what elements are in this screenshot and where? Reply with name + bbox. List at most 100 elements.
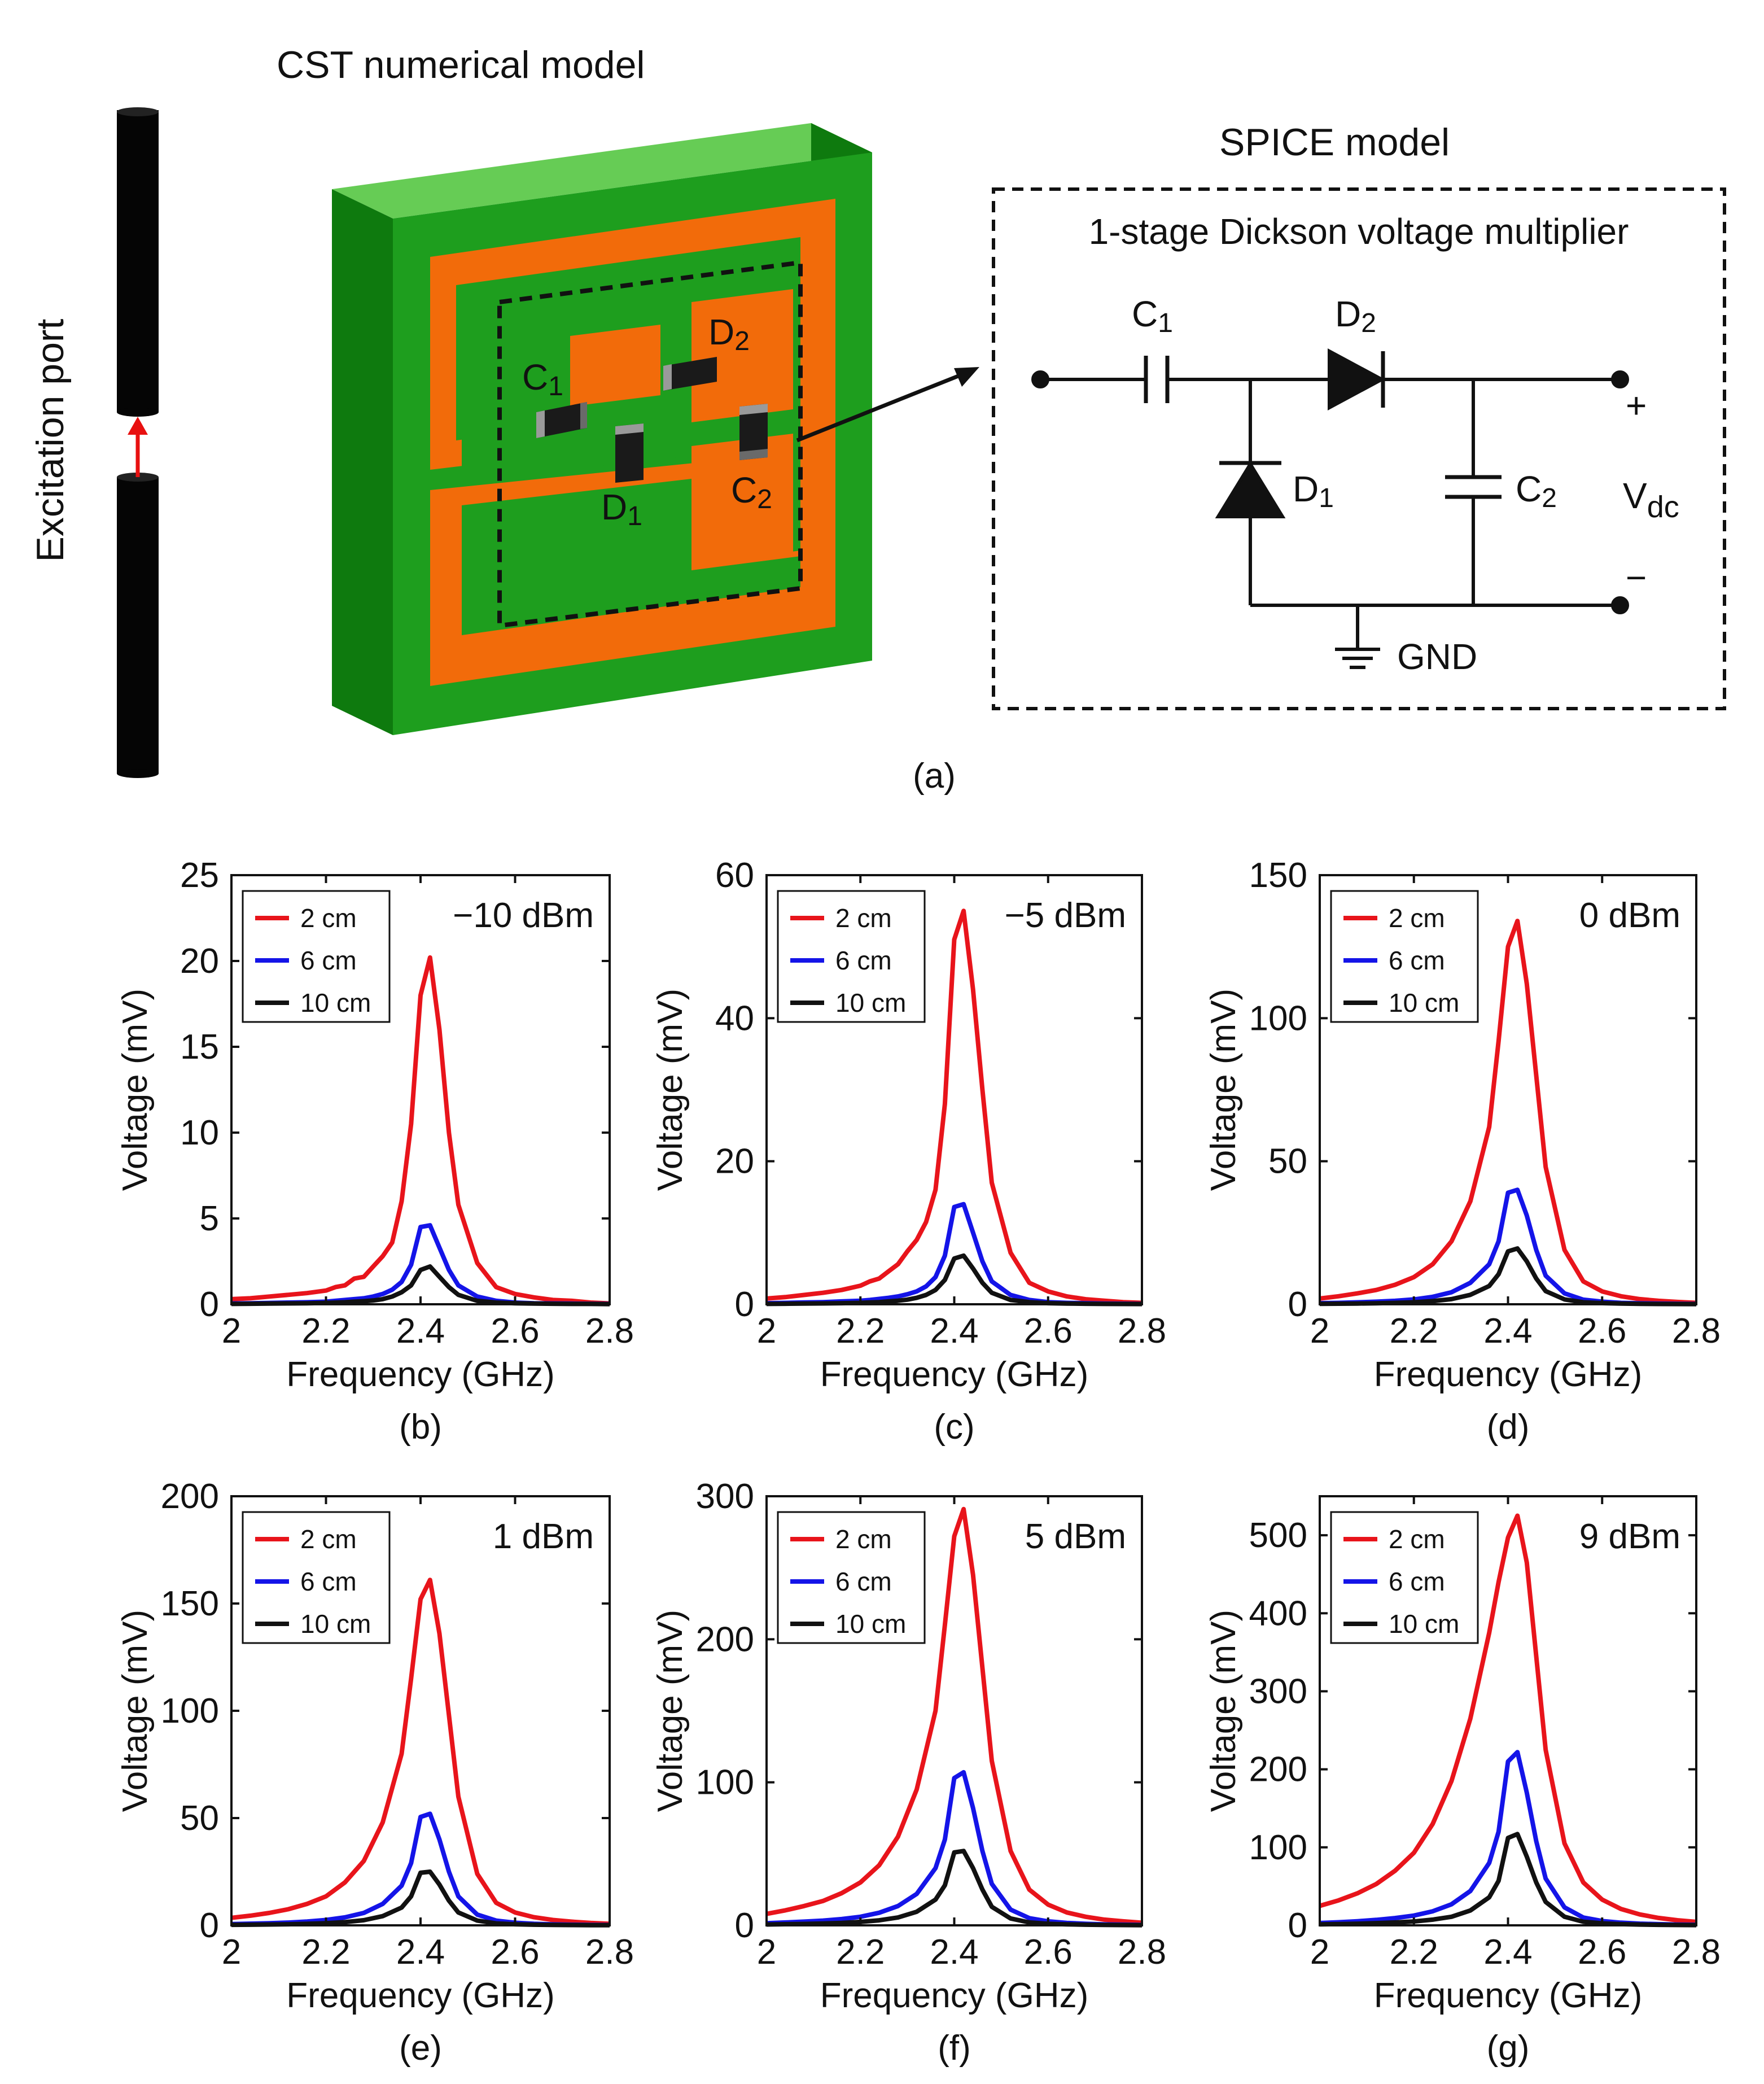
series-line-10cm	[231, 1869, 610, 1928]
x-tick-label: 2	[757, 1312, 776, 1351]
substrate-left-face	[332, 189, 393, 735]
dipole-arm-bottom-end	[117, 769, 159, 778]
cst-label-d2: D2	[708, 312, 750, 356]
spice-title: SPICE model	[1219, 121, 1450, 164]
series-line-2cm	[766, 908, 1143, 1305]
right-copper-pad	[691, 289, 793, 422]
y-tick-label: 100	[161, 1692, 219, 1731]
x-tick-label: 2.4	[1483, 1312, 1532, 1351]
x-tick-label: 2.6	[1024, 1312, 1073, 1351]
series-line-10cm	[766, 1849, 1143, 1928]
x-tick-label: 2.8	[1118, 1933, 1166, 1972]
panel-caption: (b)	[399, 1408, 442, 1447]
y-tick-label: 150	[1249, 856, 1307, 895]
series-line-2cm	[231, 955, 610, 1306]
x-tick-label: 2.8	[1672, 1312, 1721, 1351]
circuit-label-c1: C1	[1132, 294, 1173, 338]
y-tick-label: 100	[696, 1763, 754, 1802]
y-tick-label: 0	[1288, 1285, 1307, 1324]
legend-label: 6 cm	[1389, 1567, 1445, 1596]
y-tick-label: 400	[1249, 1594, 1307, 1633]
legend-label: 6 cm	[835, 1567, 892, 1596]
x-tick-label: 2.8	[585, 1312, 634, 1351]
chart-c: 2 2.2 2.4 2.6 2.8 0 20 40 60 Frequency (GHz) Volta…	[651, 856, 1166, 1447]
x-tick-label: 2.2	[1390, 1312, 1438, 1351]
chart-e: 2 2.2 2.4 2.6 2.8 0 50 100 150 200 Frequency (GHz)…	[116, 1477, 634, 2068]
legend-box	[242, 890, 391, 1023]
component-c1	[536, 402, 587, 438]
power-label: −10 dBm	[453, 896, 594, 935]
dickson-circuit	[1031, 348, 1629, 669]
panel-caption: (d)	[1487, 1408, 1530, 1447]
substrate-top-face	[332, 123, 872, 219]
power-label: −5 dBm	[1005, 896, 1126, 935]
component-d1	[615, 423, 644, 483]
series-line-10cm	[1319, 1246, 1697, 1307]
circuit-label-vdc: Vdc	[1623, 475, 1679, 524]
x-axis-label: Frequency (GHz)	[1374, 1976, 1642, 2015]
chart-d: 2 2.2 2.4 2.6 2.8 0 50 100 150 Frequency (GHz) Vol…	[1204, 856, 1721, 1447]
series-line-6cm	[766, 1202, 1143, 1307]
y-tick-label: 5	[200, 1199, 219, 1238]
x-tick-label: 2.6	[1024, 1933, 1073, 1972]
x-axis-label: Frequency (GHz)	[286, 1355, 554, 1394]
dipole-arm-top-cap	[117, 107, 159, 116]
port-arrow-head	[128, 417, 148, 435]
dipole-arm-bottom	[117, 477, 159, 774]
component-c2	[739, 404, 768, 460]
y-axis-label: Voltage (mV)	[651, 1610, 690, 1812]
chart-g: 2 2.2 2.4 2.6 2.8 0 100 200 300 400 500 Frequency (…	[1204, 1495, 1721, 2068]
y-tick-label: 100	[1249, 999, 1307, 1038]
power-label: 1 dBm	[493, 1517, 594, 1556]
y-tick-label: 60	[715, 856, 754, 895]
x-tick-label: 2	[222, 1933, 241, 1972]
series-line-6cm	[231, 1223, 610, 1307]
x-tick-label: 2.4	[1483, 1933, 1532, 1972]
center-copper-pad	[570, 325, 660, 407]
y-tick-label: 300	[696, 1477, 754, 1516]
y-tick-label: 0	[200, 1906, 219, 1945]
x-tick-label: 2.2	[836, 1933, 885, 1972]
circuit-label-minus: −	[1626, 557, 1647, 598]
legend-label: 10 cm	[835, 988, 906, 1017]
legend-label: 6 cm	[300, 946, 357, 975]
series-line-2cm	[1319, 1513, 1697, 1924]
y-tick-label: 300	[1249, 1672, 1307, 1711]
circuit-label-plus: +	[1626, 385, 1647, 426]
x-tick-label: 2.6	[491, 1933, 539, 1972]
series-line-2cm	[766, 1506, 1143, 1925]
y-tick-label: 200	[696, 1620, 754, 1659]
legend-label: 10 cm	[300, 1609, 371, 1639]
output-terminal-minus	[1611, 596, 1629, 614]
y-tick-label: 10	[180, 1113, 219, 1152]
x-tick-label: 2.2	[301, 1933, 350, 1972]
x-tick-label: 2	[757, 1933, 776, 1972]
chart-f: 2 2.2 2.4 2.6 2.8 0 100 200 300 Frequency (GHz) Vo…	[651, 1477, 1166, 2068]
legend-label: 2 cm	[1389, 1524, 1445, 1554]
y-tick-label: 0	[735, 1906, 754, 1945]
x-tick-label: 2.4	[396, 1312, 445, 1351]
caption-a: (a)	[913, 757, 956, 796]
panel-a: CST numerical model SPICE model Excitati…	[29, 43, 1726, 796]
legend-label: 10 cm	[300, 988, 371, 1017]
panel-caption: (e)	[399, 2029, 442, 2068]
x-axis-label: Frequency (GHz)	[286, 1976, 554, 2015]
spice-box	[992, 187, 1726, 710]
component-d2	[663, 357, 717, 391]
legend-label: 10 cm	[1389, 988, 1459, 1017]
x-axis-label: Frequency (GHz)	[820, 1355, 1088, 1394]
dipole-arm-top	[117, 110, 159, 412]
power-label: 9 dBm	[1579, 1517, 1680, 1556]
y-tick-label: 40	[715, 999, 754, 1038]
copper-trace	[430, 199, 835, 686]
x-tick-label: 2.8	[585, 1933, 634, 1972]
y-tick-label: 25	[180, 856, 219, 895]
x-tick-label: 2.4	[930, 1312, 978, 1351]
circuit-region-box	[497, 260, 803, 628]
y-tick-label: 0	[1288, 1906, 1307, 1945]
series-line-6cm	[1319, 1187, 1697, 1307]
y-axis-label: Voltage (mV)	[116, 1610, 155, 1812]
diode-d2-symbol	[1328, 348, 1386, 411]
circuit-label-d2: D2	[1335, 294, 1376, 338]
